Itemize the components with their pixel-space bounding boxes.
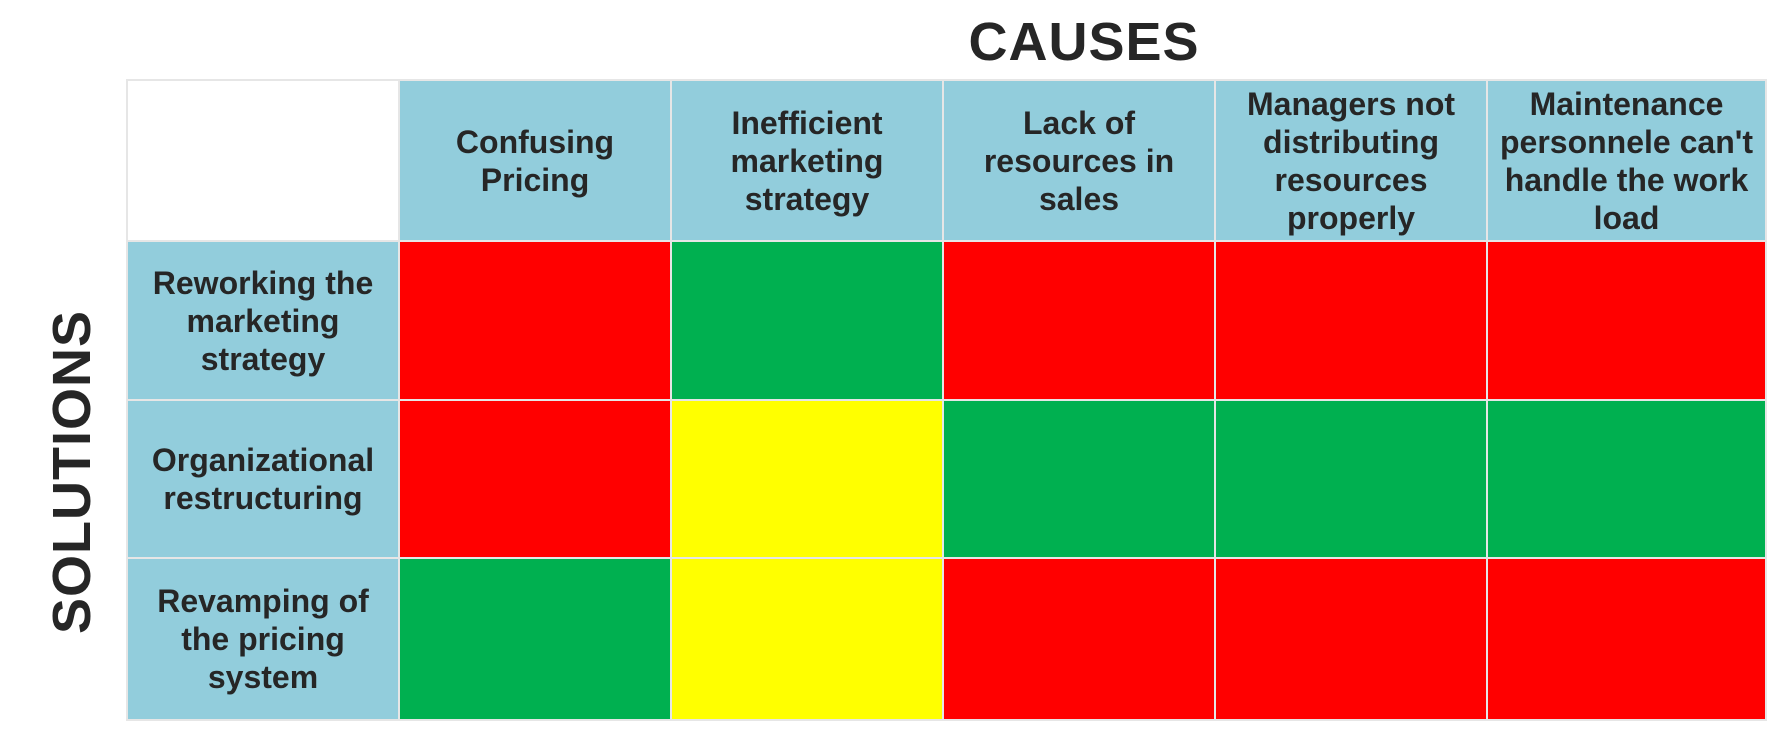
solution-header-3: Revamping of the pricing system	[128, 559, 400, 721]
rating-cell	[944, 559, 1216, 721]
rating-cell	[944, 401, 1216, 559]
rating-cell	[1488, 401, 1767, 559]
rating-cell	[672, 559, 944, 721]
causes-title: CAUSES	[968, 12, 1200, 72]
rating-cell	[1216, 401, 1488, 559]
rating-cell	[1488, 242, 1767, 401]
cause-header-3: Lack of resources in sales	[944, 81, 1216, 242]
rating-cell	[400, 242, 672, 401]
rating-cell	[400, 401, 672, 559]
rating-cell	[672, 401, 944, 559]
rating-cell	[1216, 559, 1488, 721]
cause-header-4: Managers not distributing resources prop…	[1216, 81, 1488, 242]
rating-cell	[1216, 242, 1488, 401]
solution-header-2: Organizational restructuring	[128, 401, 400, 559]
solutions-title-container: SOLUTIONS	[42, 298, 102, 646]
rating-cell	[672, 242, 944, 401]
rating-cell	[400, 559, 672, 721]
solutions-title: SOLUTIONS	[42, 309, 103, 635]
cause-header-5: Maintenance personnele can't handle the …	[1488, 81, 1767, 242]
cause-header-1: Confusing Pricing	[400, 81, 672, 242]
rating-cell	[1488, 559, 1767, 721]
cause-solution-matrix: Confusing Pricing Inefficient marketing …	[126, 79, 1767, 721]
cause-header-2: Inefficient marketing strategy	[672, 81, 944, 242]
solution-header-1: Reworking the marketing strategy	[128, 242, 400, 401]
matrix-corner-cell	[128, 81, 400, 242]
rating-cell	[944, 242, 1216, 401]
